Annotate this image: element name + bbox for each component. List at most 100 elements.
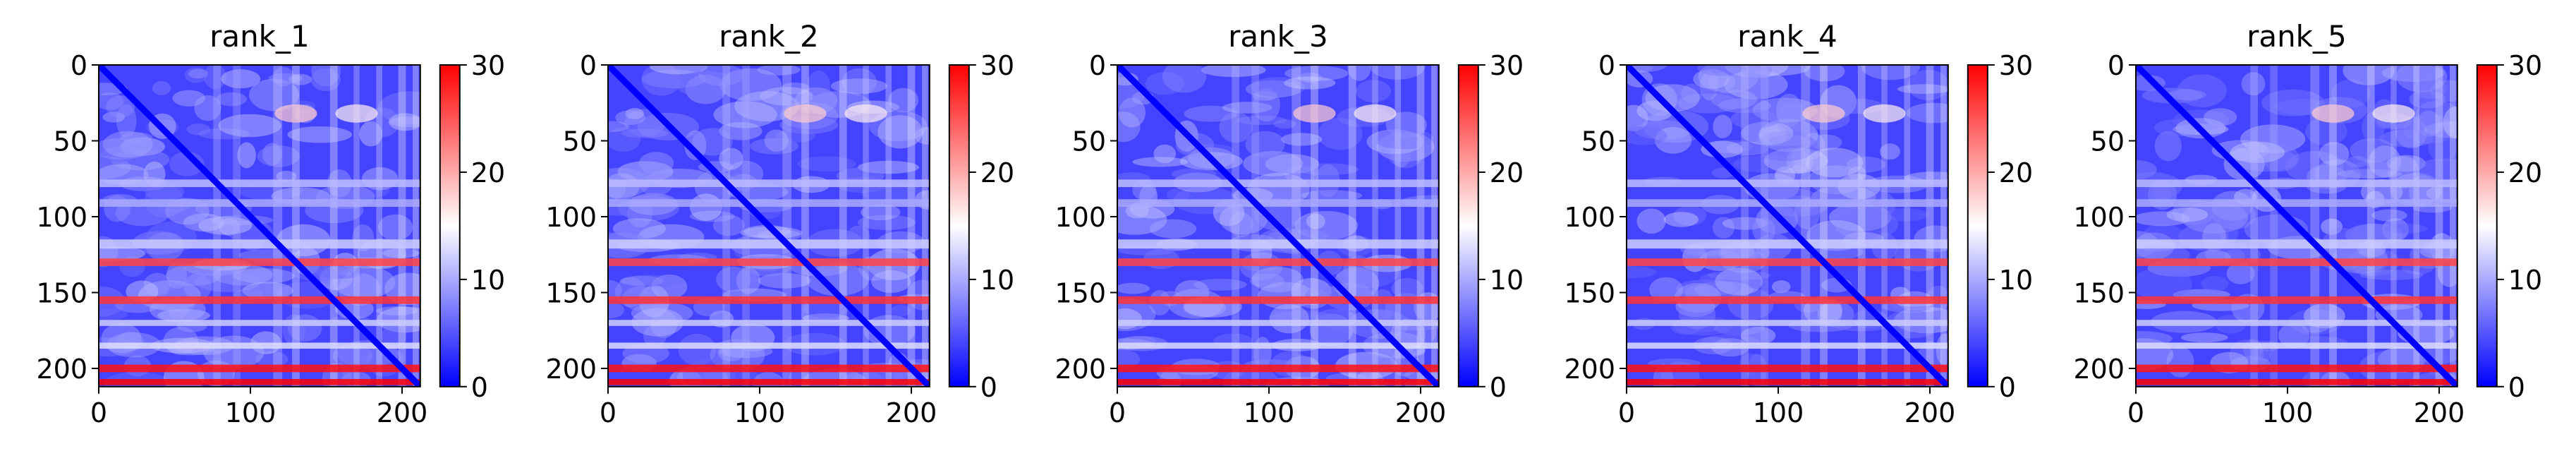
heatmap-column-band bbox=[1940, 65, 1947, 387]
heatmap-blotch bbox=[684, 130, 707, 160]
heatmap-column-band bbox=[722, 65, 731, 387]
heatmap-blotch bbox=[377, 91, 420, 124]
heatmap-column-band bbox=[1926, 65, 1934, 387]
heatmap-blotch bbox=[2350, 224, 2398, 241]
heatmap-blotch bbox=[1828, 203, 1892, 232]
heatmap-blotch bbox=[736, 267, 761, 294]
heatmap-blotch bbox=[1355, 80, 1391, 103]
heatmap-blotch bbox=[2414, 158, 2457, 183]
heatmap-blotch bbox=[1741, 65, 1773, 80]
heatmap-diagonal bbox=[608, 65, 930, 387]
y-tick-label: 50 bbox=[1581, 126, 1615, 157]
heatmap-blotch bbox=[757, 65, 801, 76]
heatmap-column-band bbox=[398, 65, 406, 387]
heatmap-blotch bbox=[2201, 276, 2229, 292]
heatmap-blotch bbox=[101, 146, 137, 162]
heatmap-blotch bbox=[608, 301, 625, 319]
heatmap-blotch bbox=[221, 69, 261, 89]
y-tick-label: 0 bbox=[2108, 50, 2125, 81]
heatmap-blotch bbox=[608, 121, 629, 133]
heatmap-blotch bbox=[1317, 117, 1363, 150]
heatmap-blotch bbox=[1385, 112, 1427, 139]
heatmap-blotch bbox=[760, 87, 813, 106]
heatmap-blotch bbox=[1149, 219, 1197, 239]
heatmap-blotch bbox=[1732, 155, 1795, 173]
heatmap-blotch bbox=[310, 68, 341, 92]
heatmap-column-band bbox=[922, 65, 928, 387]
heatmap-blotch bbox=[776, 128, 815, 143]
heatmap-blotch bbox=[2321, 218, 2343, 235]
colorbar-tick-label: 10 bbox=[1490, 265, 1524, 296]
heatmap-blotch bbox=[1418, 323, 1437, 343]
heatmap-column-band bbox=[413, 65, 419, 387]
heatmap-blotch bbox=[2331, 79, 2371, 108]
x-tick-label: 200 bbox=[1904, 397, 1956, 428]
heatmap-blotch bbox=[2426, 184, 2457, 203]
heatmap-blotch bbox=[764, 129, 789, 152]
heatmap-row-stripe bbox=[1117, 379, 1439, 385]
panel-title: rank_2 bbox=[719, 19, 819, 54]
colorbar-tick-label: 0 bbox=[1490, 372, 1507, 403]
heatmap-blotch bbox=[857, 160, 920, 174]
heatmap-column-band bbox=[1820, 65, 1828, 387]
heatmap-blotch bbox=[1117, 111, 1141, 143]
heatmap-column-band bbox=[273, 65, 283, 387]
colorbar-tick-label: 20 bbox=[1490, 157, 1524, 188]
y-tick-label: 0 bbox=[580, 50, 597, 81]
heatmap-blotch bbox=[734, 245, 798, 261]
heatmap-blotch bbox=[1219, 203, 1268, 235]
heatmap-row-stripe bbox=[608, 179, 930, 188]
heatmap-hotspot bbox=[844, 104, 887, 123]
heatmap-row-stripe bbox=[1627, 296, 1948, 304]
heatmap-column-band bbox=[292, 65, 300, 387]
heatmap-blotch bbox=[2417, 110, 2441, 138]
heatmap-blotch bbox=[803, 299, 850, 318]
y-tick-label: 100 bbox=[1564, 202, 1615, 233]
heatmap-blotch bbox=[268, 73, 303, 84]
colorbar-tick-label: 30 bbox=[1490, 50, 1524, 81]
heatmap-blotch bbox=[152, 80, 171, 95]
heatmap-blotch bbox=[1265, 154, 1320, 174]
heatmap-blotch bbox=[99, 92, 124, 111]
heatmap-blotch bbox=[1245, 80, 1301, 98]
heatmap-blotch bbox=[2220, 215, 2239, 246]
colorbar-tick-label: 10 bbox=[980, 265, 1014, 296]
heatmap-blotch bbox=[1805, 148, 1864, 178]
heatmap-blotch bbox=[188, 68, 209, 79]
heatmap-row-stripe bbox=[608, 199, 930, 208]
heatmap-blotch bbox=[2154, 131, 2182, 162]
heatmap-blotch bbox=[1712, 217, 1734, 239]
heatmap-blotch bbox=[1760, 124, 1787, 147]
colorbar-tick-label: 30 bbox=[1999, 50, 2033, 81]
heatmap-blotch bbox=[1125, 203, 1149, 219]
heatmap-blotch bbox=[312, 264, 365, 279]
heatmap-column-band bbox=[2390, 65, 2397, 387]
heatmap-blotch bbox=[2230, 141, 2285, 164]
heatmap-blotch bbox=[172, 90, 206, 107]
y-tick-label: 200 bbox=[1564, 354, 1615, 385]
heatmap-blotch bbox=[1741, 121, 1794, 145]
heatmap-row-stripe bbox=[1117, 296, 1439, 304]
y-tick-label: 100 bbox=[36, 202, 87, 233]
heatmap-blotch bbox=[2204, 108, 2237, 126]
heatmap-row-stripe bbox=[608, 364, 930, 373]
heatmap-blotch bbox=[377, 214, 413, 241]
heatmap-blotch bbox=[216, 92, 247, 107]
heatmap-blotch bbox=[2136, 160, 2157, 179]
heatmap-row-stripe bbox=[99, 258, 420, 266]
heatmap-blotch bbox=[1284, 165, 1316, 184]
plot-frame bbox=[98, 64, 421, 387]
heatmap-blotch bbox=[1366, 129, 1424, 155]
y-tick-label: 50 bbox=[1072, 126, 1106, 157]
heatmap-blotch bbox=[1117, 308, 1142, 330]
heatmap-blotch bbox=[389, 116, 420, 128]
heatmap-blotch bbox=[2223, 148, 2265, 181]
heatmap-row-stripe bbox=[1627, 258, 1948, 266]
heatmap-blotch bbox=[166, 262, 188, 289]
heatmap-blotch bbox=[2226, 263, 2255, 284]
colorbar-tick-label: 30 bbox=[2508, 50, 2542, 81]
heatmap-blotch bbox=[1834, 209, 1899, 240]
heatmap-blotch bbox=[1249, 273, 1284, 289]
heatmap-blotch bbox=[389, 113, 420, 131]
